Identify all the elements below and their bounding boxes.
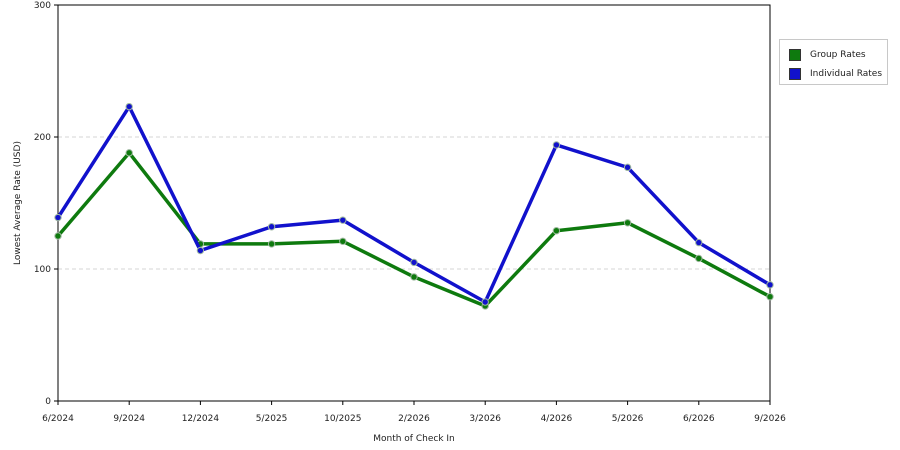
- data-point-group-rates: [766, 293, 774, 301]
- data-point-individual-rates: [196, 246, 205, 255]
- x-tick-label: 9/2026: [754, 414, 786, 424]
- data-point-individual-rates: [125, 102, 133, 111]
- data-point-group-rates: [623, 219, 632, 227]
- legend-swatch-group: [789, 49, 801, 61]
- data-point-group-rates: [267, 240, 276, 248]
- data-point-individual-rates: [481, 298, 489, 306]
- axes: 0 100 200 300 6/2024 9/2024 12/2024 5/2025 10/20…: [34, 1, 786, 424]
- y-tick-label: 0: [45, 397, 51, 407]
- data-point-individual-rates: [54, 213, 62, 222]
- legend-item-group-rates: Group Rates: [789, 48, 866, 62]
- data-point-individual-rates: [339, 216, 347, 224]
- legend-item-individual-rates: Individual Rates: [789, 67, 882, 81]
- legend-label-group: Group Rates: [810, 50, 866, 60]
- data-point-individual-rates: [410, 258, 418, 267]
- data-point-individual-rates: [766, 281, 774, 289]
- data-point-group-rates: [552, 227, 561, 235]
- y-axis-title: Lowest Average Rate (USD): [13, 141, 23, 265]
- x-tick-label: 5/2026: [612, 414, 644, 424]
- x-tick-label: 6/2026: [683, 414, 715, 424]
- data-point-individual-rates: [552, 141, 561, 149]
- x-tick-label: 6/2024: [42, 414, 74, 424]
- x-tick-label: 5/2025: [256, 414, 288, 424]
- legend: Group Rates Individual Rates: [779, 39, 888, 85]
- legend-swatch-individual: [789, 68, 801, 80]
- x-tick-label: 12/2024: [182, 414, 220, 424]
- data-point-group-rates: [410, 273, 418, 281]
- data-point-group-rates: [54, 232, 62, 240]
- x-tick-label: 4/2026: [541, 414, 573, 424]
- series-line-individual-rates: [56, 104, 772, 304]
- data-point-group-rates: [695, 254, 703, 263]
- data-point-group-rates: [125, 149, 133, 157]
- x-axis-title: Month of Check In: [373, 434, 455, 444]
- x-tick-label: 2/2026: [398, 414, 430, 424]
- x-tick-label: 9/2024: [113, 414, 145, 424]
- data-point-individual-rates: [695, 238, 703, 247]
- data-point-individual-rates: [623, 163, 632, 172]
- x-tick-label: 10/2025: [324, 414, 361, 424]
- series-lines: [54, 102, 774, 310]
- legend-label-individual: Individual Rates: [810, 69, 883, 79]
- data-point-group-rates: [339, 237, 347, 245]
- x-tick-label: 3/2026: [469, 414, 501, 424]
- data-point-individual-rates: [267, 223, 276, 231]
- y-tick-label: 200: [34, 133, 51, 143]
- y-tick-label: 100: [34, 265, 51, 275]
- y-tick-label: 300: [34, 1, 51, 11]
